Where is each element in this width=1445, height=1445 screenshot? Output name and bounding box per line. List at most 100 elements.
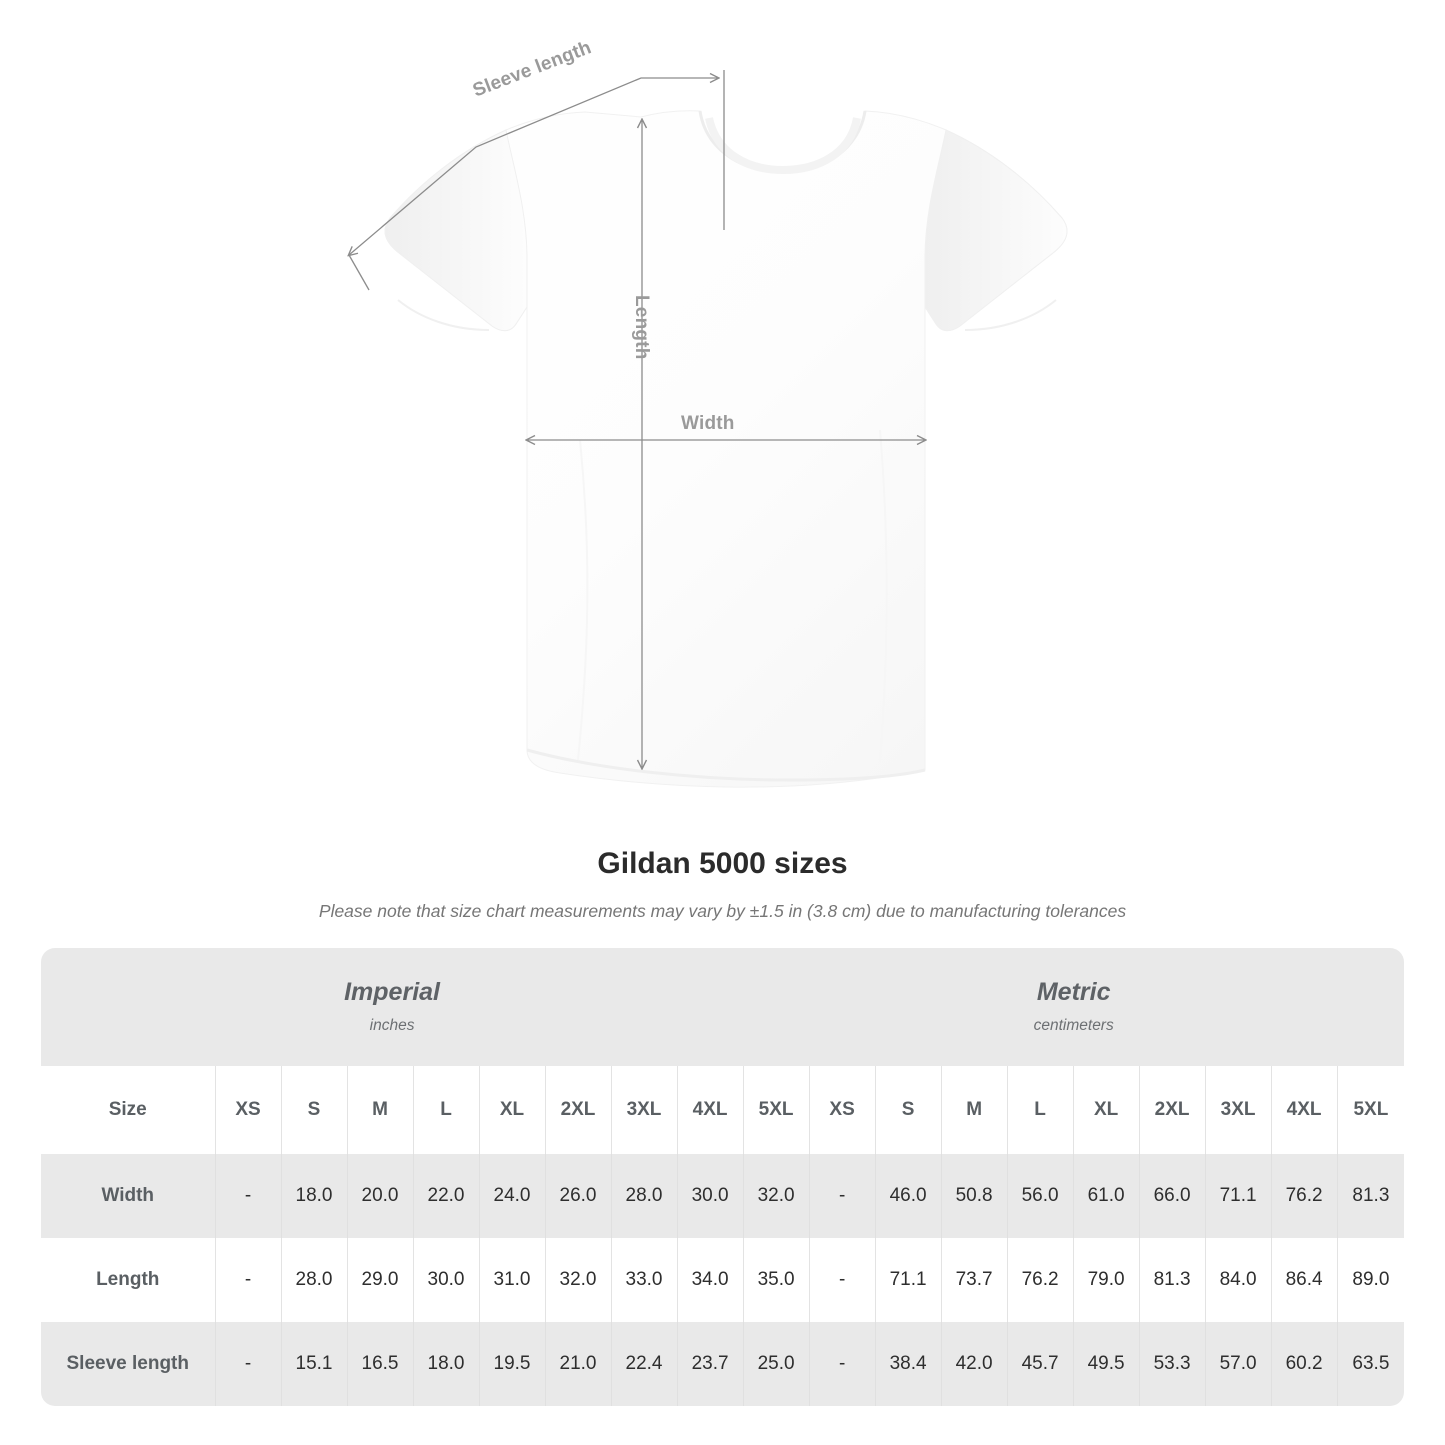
cell-width-imp-3xl: 28.0 — [610, 1154, 677, 1238]
table-row: Width - 18.0 20.0 22.0 24.0 26.0 28.0 30… — [41, 1154, 1405, 1238]
cell-length-imp-l: 30.0 — [412, 1238, 479, 1322]
tolerance-note: Please note that size chart measurements… — [318, 901, 1127, 921]
cell-width-imp-s: 18.0 — [280, 1154, 347, 1238]
cell-width-met-s: 46.0 — [874, 1154, 942, 1238]
cell-sleeve-imp-2xl: 21.0 — [544, 1322, 611, 1406]
size-header-met-s: S — [874, 1066, 942, 1154]
unit-banner-row: Imperial inches Metric centimeters — [41, 948, 1405, 1066]
cell-sleeve-met-4xl: 60.2 — [1270, 1322, 1338, 1406]
cell-width-met-3xl: 71.1 — [1204, 1154, 1272, 1238]
cell-length-met-3xl: 84.0 — [1204, 1238, 1272, 1322]
cell-sleeve-imp-s: 15.1 — [280, 1322, 347, 1406]
cell-sleeve-imp-m: 16.5 — [346, 1322, 413, 1406]
cell-length-met-m: 73.7 — [940, 1238, 1008, 1322]
tshirt-measurement-diagram: Sleeve length Length Width — [0, 37, 1068, 788]
cell-width-imp-2xl: 26.0 — [544, 1154, 611, 1238]
shirt-fabric-detail — [526, 429, 926, 782]
cell-sleeve-imp-l: 18.0 — [412, 1322, 479, 1406]
cell-width-imp-xs: - — [214, 1154, 281, 1238]
size-header-met-m: M — [940, 1066, 1008, 1154]
cell-sleeve-imp-5xl: 25.0 — [742, 1322, 810, 1406]
metric-unit-cell: Metric centimeters — [743, 948, 1405, 1066]
cell-sleeve-imp-3xl: 22.4 — [610, 1322, 677, 1406]
cell-sleeve-met-5xl: 63.5 — [1336, 1322, 1405, 1406]
size-header-met-xl: XL — [1072, 1066, 1140, 1154]
metric-unit-name: Metric — [1036, 978, 1111, 1006]
size-header-met-xs: XS — [808, 1066, 876, 1154]
sleeve-tick — [348, 254, 370, 291]
size-header-met-4xl: 4XL — [1270, 1066, 1338, 1154]
cell-width-met-l: 56.0 — [1006, 1154, 1074, 1238]
cell-width-imp-xl: 24.0 — [478, 1154, 545, 1238]
cell-sleeve-met-2xl: 53.3 — [1138, 1322, 1206, 1406]
size-header-imp-l: L — [412, 1066, 479, 1154]
cell-sleeve-met-l: 45.7 — [1006, 1322, 1074, 1406]
cell-length-met-5xl: 89.0 — [1336, 1238, 1405, 1322]
size-header-met-5xl: 5XL — [1336, 1066, 1405, 1154]
tshirt-illustration — [0, 70, 1068, 788]
cell-sleeve-met-xs: - — [808, 1322, 876, 1406]
cell-sleeve-met-s: 38.4 — [874, 1322, 942, 1406]
cell-length-met-xs: - — [808, 1238, 876, 1322]
cell-sleeve-imp-xl: 19.5 — [478, 1322, 545, 1406]
size-header-imp-3xl: 3XL — [610, 1066, 677, 1154]
imperial-unit-cell: Imperial inches — [41, 948, 744, 1066]
size-header-imp-2xl: 2XL — [544, 1066, 611, 1154]
cell-width-met-xl: 61.0 — [1072, 1154, 1140, 1238]
row-label-width: Width — [41, 1154, 215, 1238]
cell-width-met-4xl: 76.2 — [1270, 1154, 1338, 1238]
cell-length-imp-s: 28.0 — [280, 1238, 347, 1322]
cell-length-imp-m: 29.0 — [346, 1238, 413, 1322]
cell-width-met-m: 50.8 — [940, 1154, 1008, 1238]
size-chart-table-wrap: Imperial inches Metric centimeters Size … — [41, 948, 1405, 1406]
cell-length-imp-4xl: 34.0 — [676, 1238, 744, 1322]
cell-length-met-l: 76.2 — [1006, 1238, 1074, 1322]
cell-length-imp-3xl: 33.0 — [610, 1238, 677, 1322]
size-header-imp-4xl: 4XL — [676, 1066, 744, 1154]
width-label: Width — [681, 413, 735, 434]
cell-sleeve-met-3xl: 57.0 — [1204, 1322, 1272, 1406]
size-chart-table: Imperial inches Metric centimeters Size … — [41, 948, 1405, 1406]
cell-length-imp-5xl: 35.0 — [742, 1238, 810, 1322]
cell-sleeve-met-m: 42.0 — [940, 1322, 1008, 1406]
cell-width-imp-m: 20.0 — [346, 1154, 413, 1238]
cell-width-met-5xl: 81.3 — [1336, 1154, 1405, 1238]
size-header-met-2xl: 2XL — [1138, 1066, 1206, 1154]
cell-length-imp-2xl: 32.0 — [544, 1238, 611, 1322]
cell-width-imp-4xl: 30.0 — [676, 1154, 744, 1238]
size-header-imp-5xl: 5XL — [742, 1066, 810, 1154]
cell-width-met-2xl: 66.0 — [1138, 1154, 1206, 1238]
cell-length-imp-xl: 31.0 — [478, 1238, 545, 1322]
size-header-row: Size XS S M L XL 2XL 3XL 4XL 5XL XS S M … — [41, 1066, 1405, 1154]
size-header-imp-xs: XS — [214, 1066, 281, 1154]
imperial-unit-sub: inches — [369, 1017, 415, 1034]
table-row: Length - 28.0 29.0 30.0 31.0 32.0 33.0 3… — [41, 1238, 1405, 1322]
cell-length-met-s: 71.1 — [874, 1238, 942, 1322]
row-label-sleeve-length: Sleeve length — [41, 1322, 215, 1406]
cell-width-imp-l: 22.0 — [412, 1154, 479, 1238]
cell-width-imp-5xl: 32.0 — [742, 1154, 810, 1238]
size-header-met-3xl: 3XL — [1204, 1066, 1272, 1154]
size-header-met-l: L — [1006, 1066, 1074, 1154]
sleeve-length-dimension — [348, 70, 725, 291]
row-label-length: Length — [41, 1238, 215, 1322]
imperial-unit-name: Imperial — [344, 978, 440, 1006]
size-header-imp-s: S — [280, 1066, 347, 1154]
metric-unit-sub: centimeters — [1033, 1017, 1114, 1034]
length-label: Length — [631, 295, 652, 360]
cell-length-met-xl: 79.0 — [1072, 1238, 1140, 1322]
size-header-label: Size — [41, 1066, 215, 1154]
cell-sleeve-imp-4xl: 23.7 — [676, 1322, 744, 1406]
sleeve-length-arrow — [349, 78, 718, 255]
cell-sleeve-met-xl: 49.5 — [1072, 1322, 1140, 1406]
cell-length-met-4xl: 86.4 — [1270, 1238, 1338, 1322]
chart-title-block: Gildan 5000 sizes Please note that size … — [0, 845, 1445, 923]
table-row: Sleeve length - 15.1 16.5 18.0 19.5 21.0… — [41, 1322, 1405, 1406]
cell-length-met-2xl: 81.3 — [1138, 1238, 1206, 1322]
cell-width-met-xs: - — [808, 1154, 876, 1238]
cell-sleeve-imp-xs: - — [214, 1322, 281, 1406]
cell-length-imp-xs: - — [214, 1238, 281, 1322]
size-header-imp-xl: XL — [478, 1066, 545, 1154]
size-header-imp-m: M — [346, 1066, 413, 1154]
page-title: Gildan 5000 sizes — [597, 847, 848, 880]
